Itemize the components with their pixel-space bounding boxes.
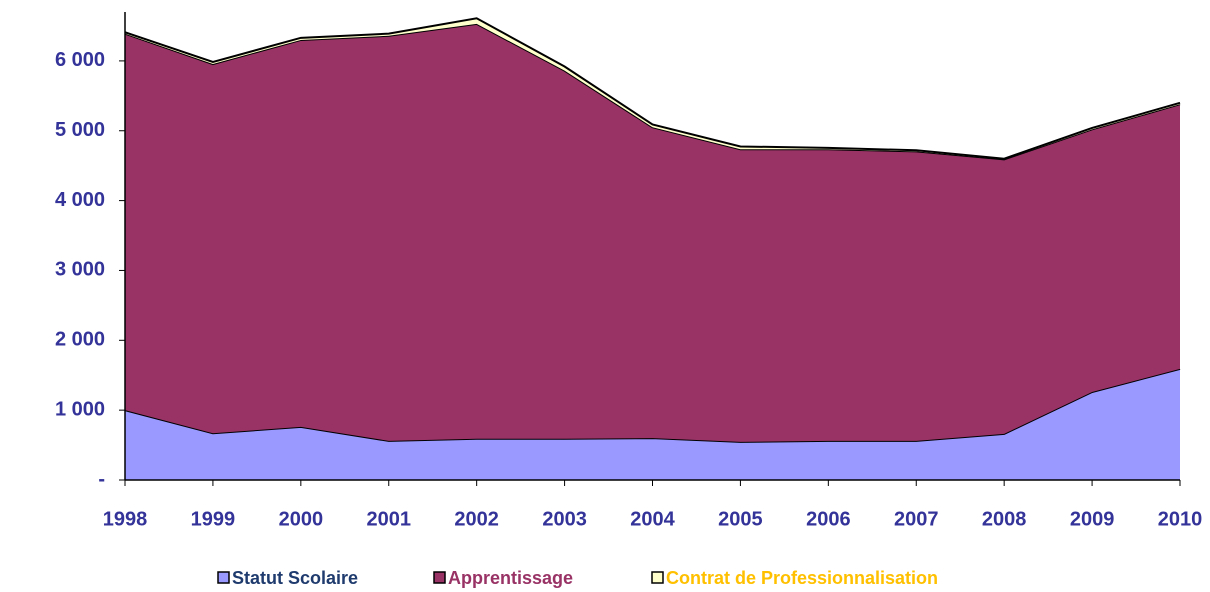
legend-label: Apprentissage bbox=[448, 568, 573, 588]
legend-swatch bbox=[217, 571, 230, 584]
x-tick-label: 2004 bbox=[630, 508, 675, 530]
x-tick-label: 2001 bbox=[367, 508, 412, 530]
x-tick-label: 2007 bbox=[894, 508, 939, 530]
y-tick-label: 6 000 bbox=[55, 49, 105, 71]
x-tick-label: 2000 bbox=[279, 508, 324, 530]
legend-label: Statut Scolaire bbox=[232, 568, 358, 588]
area bbox=[125, 23, 1180, 442]
x-tick-label: 2008 bbox=[982, 508, 1027, 530]
x-tick-label: 1998 bbox=[103, 508, 148, 530]
legend-label: Contrat de Professionnalisation bbox=[666, 568, 938, 588]
x-tick-label: 2006 bbox=[806, 508, 851, 530]
x-tick-label: 2005 bbox=[718, 508, 763, 530]
legend-swatch bbox=[651, 571, 664, 584]
area bbox=[125, 368, 1180, 480]
y-tick-label: 3 000 bbox=[55, 259, 105, 281]
y-tick-label: 4 000 bbox=[55, 189, 105, 211]
y-tick-label: 1 000 bbox=[55, 398, 105, 420]
x-tick-label: 1999 bbox=[191, 508, 236, 530]
y-tick-label: - bbox=[98, 468, 105, 490]
x-tick-label: 2009 bbox=[1070, 508, 1115, 530]
x-tick-label: 2002 bbox=[454, 508, 499, 530]
x-tick-label: 2003 bbox=[542, 508, 587, 530]
area-line bbox=[124, 17, 1181, 160]
x-tick-label: 2010 bbox=[1158, 508, 1203, 530]
legend-swatch bbox=[433, 571, 446, 584]
y-tick-label: 5 000 bbox=[55, 119, 105, 141]
y-tick-label: 2 000 bbox=[55, 329, 105, 351]
